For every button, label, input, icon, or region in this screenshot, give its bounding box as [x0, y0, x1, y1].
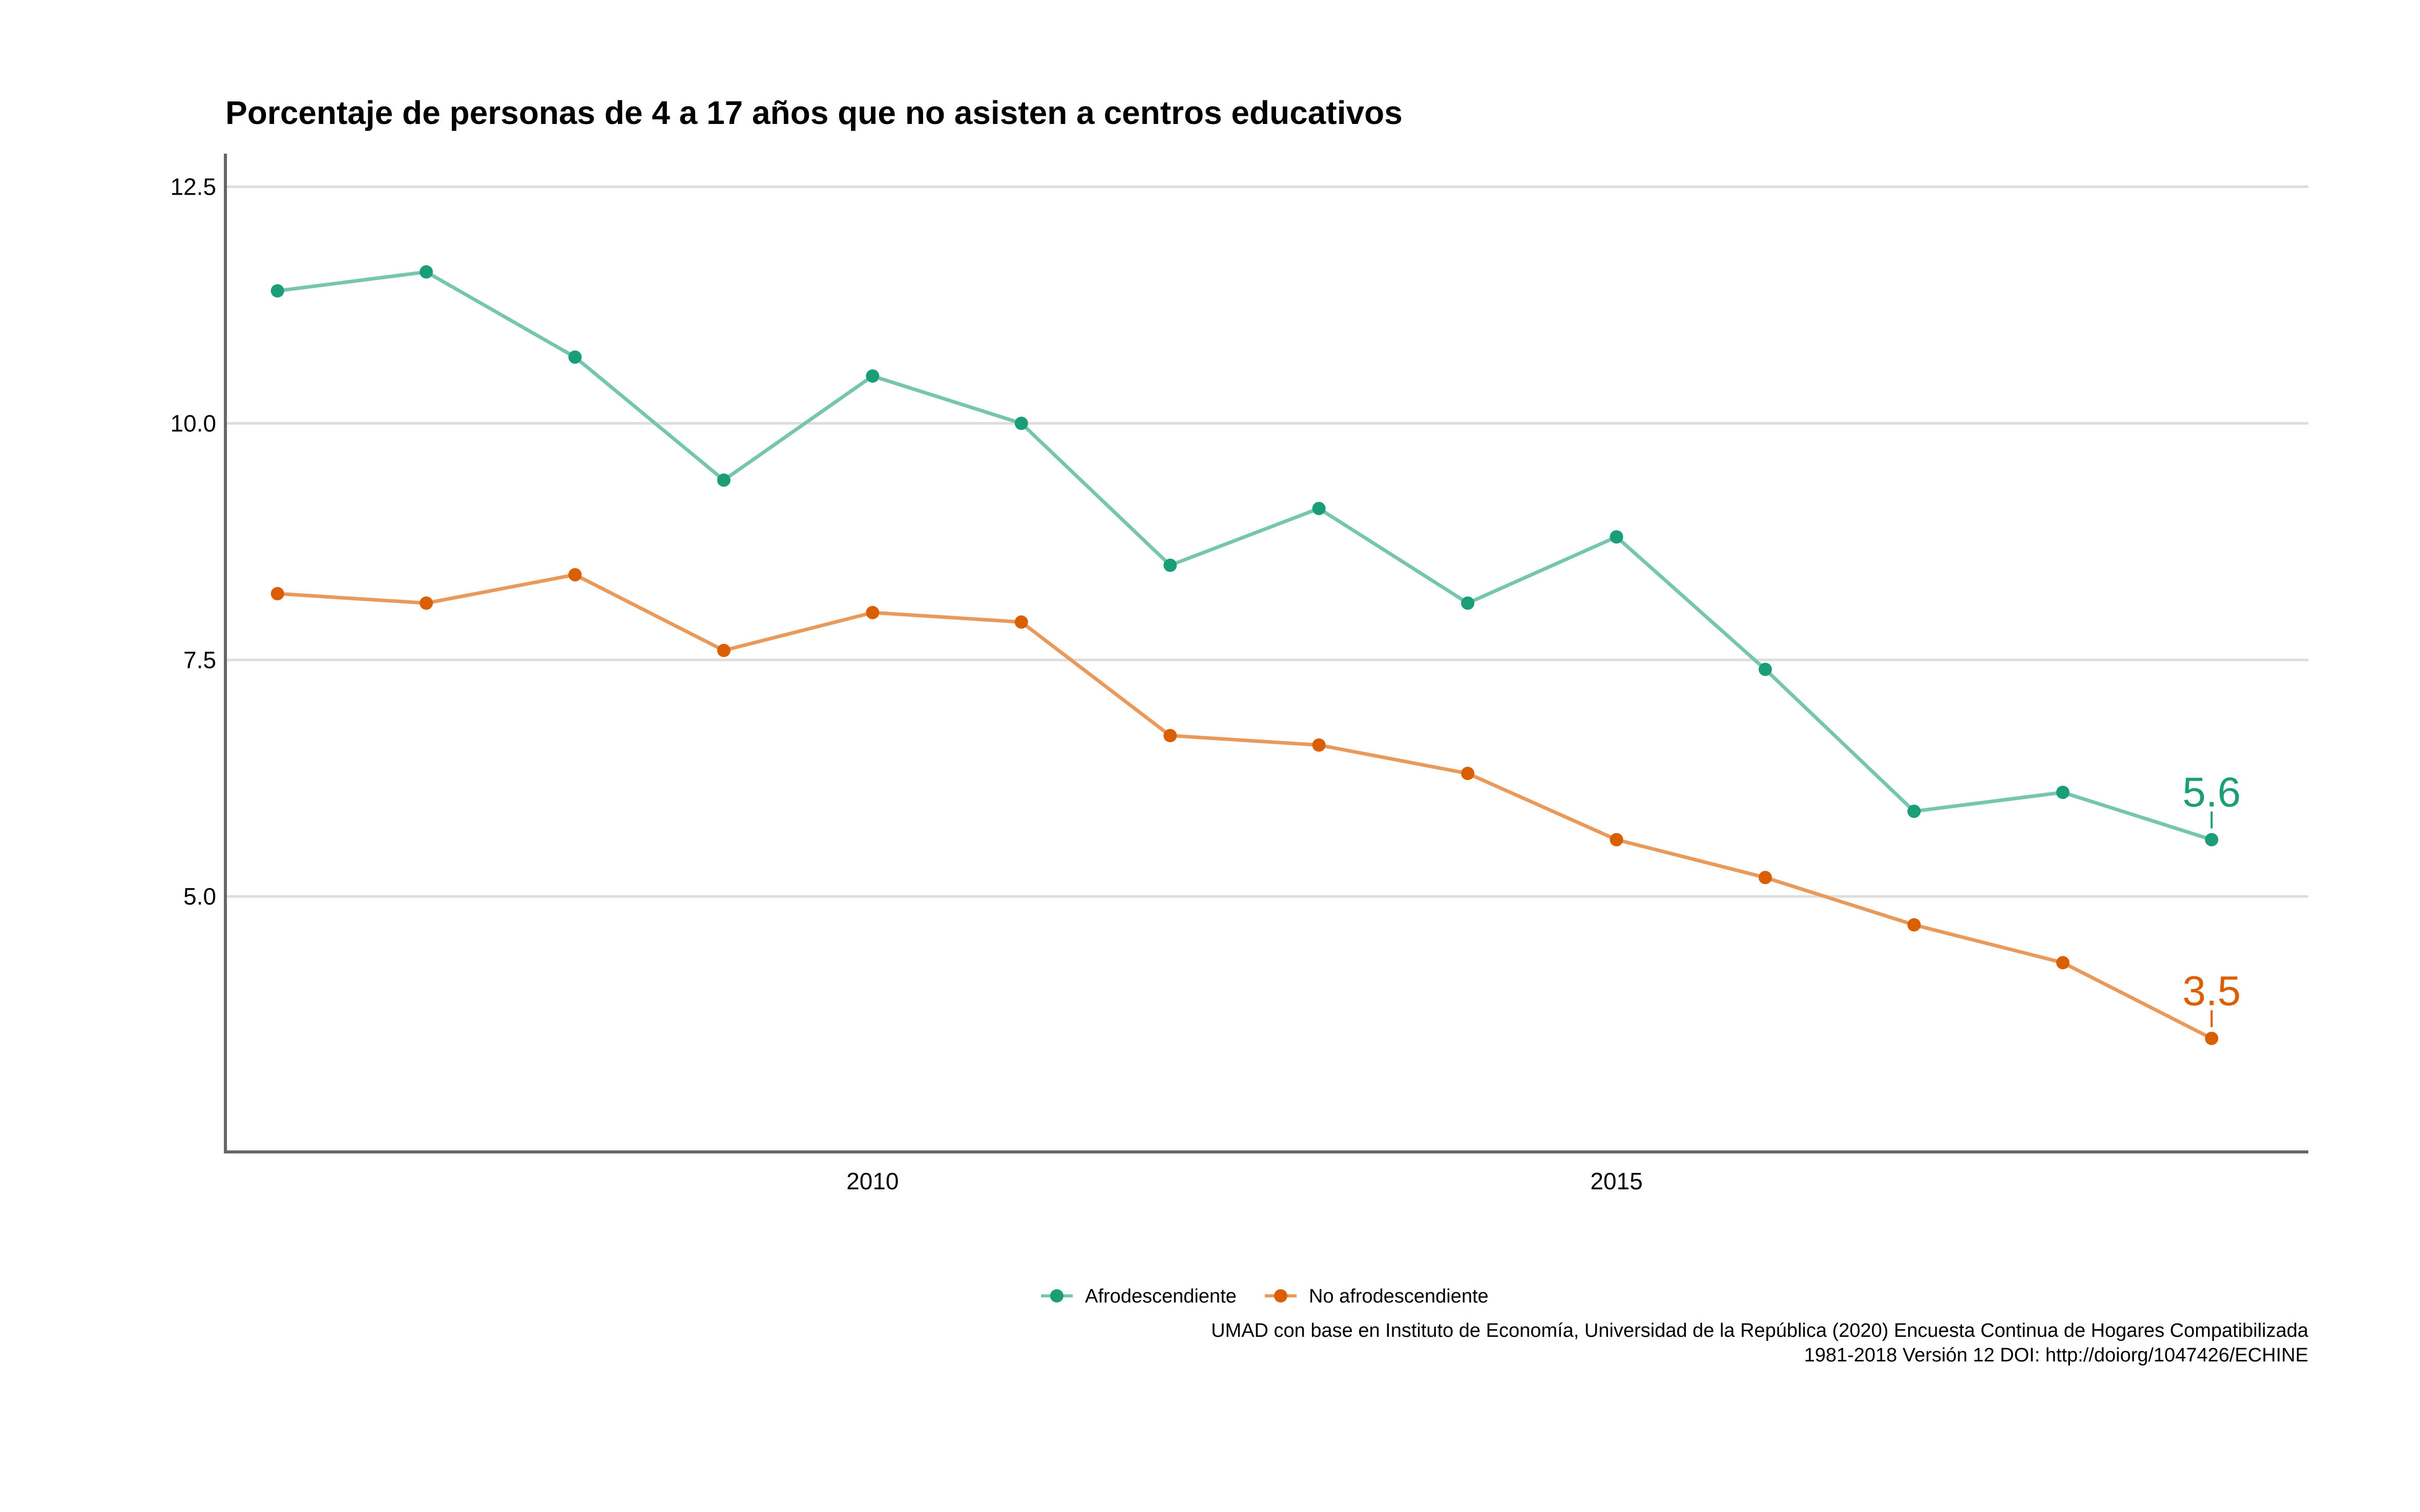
data-point: [568, 350, 582, 364]
end-label: 5.6: [2182, 769, 2241, 815]
data-point: [270, 587, 284, 601]
legend-label: Afrodescendiente: [1085, 1286, 1237, 1307]
y-tick-label: 10.0: [170, 410, 216, 437]
gridlines: [225, 185, 2308, 898]
data-point: [717, 643, 731, 657]
y-tick-label: 7.5: [183, 646, 216, 673]
legend-key-dot: [1274, 1289, 1287, 1303]
y-tick-label: 5.0: [183, 883, 216, 910]
series-points: [270, 265, 2219, 1045]
caption-line: 1981-2018 Versión 12 DOI: http://doiorg/…: [1804, 1345, 2308, 1366]
caption: UMAD con base en Instituto de Economía, …: [1211, 1320, 2309, 1366]
data-point: [1907, 804, 1921, 818]
series-line-afrodescendiente: [276, 270, 2214, 842]
data-point: [420, 596, 433, 610]
chart-title: Porcentaje de personas de 4 a 17 años qu…: [225, 94, 1403, 131]
legend-key-dot: [1050, 1289, 1063, 1303]
data-point: [568, 568, 582, 582]
data-point: [2205, 1032, 2219, 1045]
series-line-no-afrodescendiente: [276, 573, 2214, 1040]
data-point: [1461, 596, 1475, 610]
data-point: [1907, 918, 1921, 932]
data-point: [1610, 833, 1623, 847]
data-point: [1312, 738, 1326, 752]
end-label: 3.5: [2182, 968, 2241, 1014]
x-tick-label: 2015: [1590, 1168, 1642, 1194]
x-tick-labels: 2010 2015: [846, 1168, 1642, 1194]
data-point: [270, 284, 284, 298]
data-point: [1312, 501, 1326, 515]
data-point: [866, 369, 880, 383]
data-point: [2205, 833, 2219, 847]
data-point: [420, 265, 433, 279]
y-tick-label: 12.5: [170, 174, 216, 200]
data-point: [1758, 871, 1772, 885]
data-point: [717, 473, 731, 487]
axes: [224, 154, 2308, 1153]
legend-label: No afrodescendiente: [1309, 1286, 1489, 1307]
legend: Afrodescendiente No afrodescendiente: [1041, 1286, 1489, 1307]
y-tick-labels: 5.0 7.5 10.0 12.5: [170, 174, 216, 910]
series-lines: [276, 270, 2214, 1040]
end-labels: 5.6 3.5: [2182, 769, 2241, 1027]
x-tick-label: 2010: [846, 1168, 899, 1194]
data-point: [1610, 530, 1623, 544]
data-point: [2056, 956, 2070, 970]
data-point: [1014, 615, 1028, 629]
data-point: [2056, 785, 2070, 799]
data-point: [866, 605, 880, 619]
data-point: [1758, 662, 1772, 676]
data-point: [1014, 416, 1028, 430]
caption-line: UMAD con base en Instituto de Economía, …: [1211, 1320, 2309, 1341]
data-point: [1163, 558, 1177, 572]
data-point: [1163, 729, 1177, 743]
data-point: [1461, 767, 1475, 781]
